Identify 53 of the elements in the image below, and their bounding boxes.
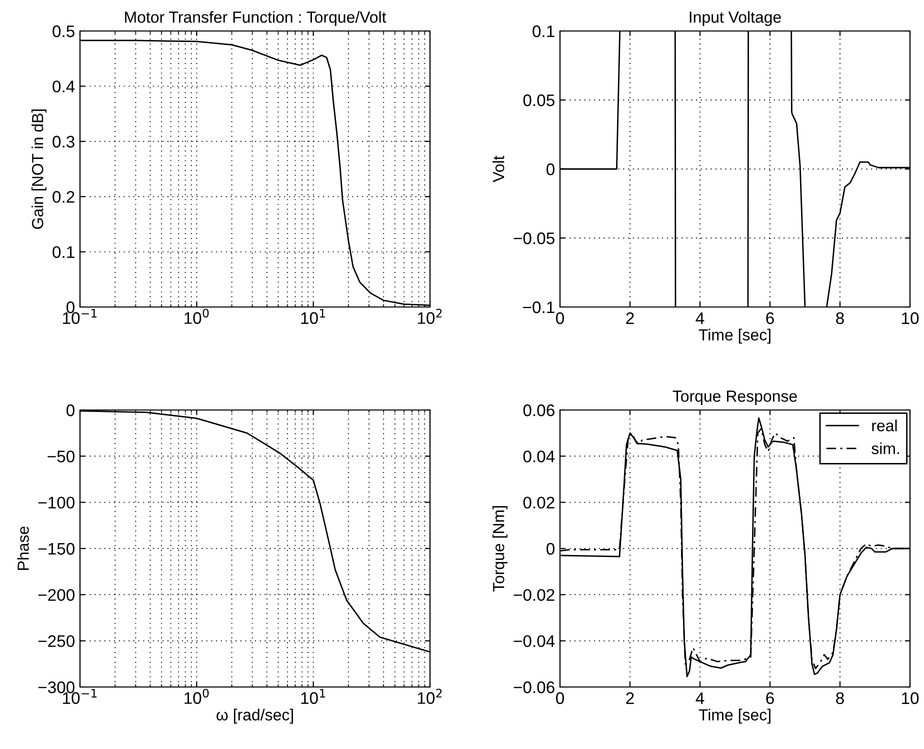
y-tick-label: 0 (546, 163, 554, 176)
x-tick-label: 10$^{1}$ (301, 308, 326, 324)
y-tick-label: 0 (546, 542, 554, 555)
x-tick-label: 4 (696, 692, 704, 704)
y-tick-label: −0.05 (514, 232, 554, 244)
y-tick-label: 0.05 (523, 94, 554, 106)
x-tick-label: 0 (556, 692, 564, 704)
chart-title: Motor Transfer Function : Torque/Volt (125, 11, 386, 26)
x-tick-label: 10$^{0}$ (184, 308, 209, 324)
x-tick-label: 10 (902, 692, 919, 704)
x-tick-label: 8 (836, 312, 844, 324)
legend-label: sim. (872, 442, 899, 454)
y-tick-label: 0.5 (52, 25, 74, 38)
chart-title: Input Voltage (690, 11, 781, 26)
y-axis-title: Gain [NOT in dB] (32, 109, 46, 229)
y-tick-label: −0.06 (514, 681, 554, 694)
x-axis-title: Time [sec] (698, 708, 770, 724)
x-tick-label: 2 (626, 692, 634, 704)
x-tick-label: 4 (696, 312, 704, 324)
x-tick-label: 6 (766, 692, 774, 704)
y-tick-label: −100 (38, 496, 74, 509)
x-tick-label: 2 (626, 312, 634, 324)
y-tick-label: 0.3 (52, 136, 74, 148)
y-tick-label: 0.04 (523, 450, 555, 462)
y-axis-title: Phase (17, 526, 29, 570)
y-tick-label: 0.02 (523, 496, 554, 509)
y-tick-label: −0.1 (523, 301, 554, 314)
x-tick-label: 10$^{2}$ (418, 688, 442, 704)
legend-label: real (872, 420, 897, 432)
x-tick-label: 10$^{0}$ (184, 688, 209, 704)
x-tick-label: 8 (836, 692, 844, 704)
y-tick-label: −200 (38, 589, 74, 601)
y-tick-label: −0.02 (514, 589, 554, 601)
y-axis-title: Volt (492, 156, 504, 182)
x-axis-title: Time [sec] (698, 328, 770, 344)
x-tick-label: 0 (556, 312, 564, 324)
y-tick-label: 0.4 (52, 80, 75, 92)
y-tick-label: −0.04 (514, 635, 555, 648)
x-axis-title: ω [rad/sec] (216, 708, 293, 724)
chart-title: Torque Response (672, 390, 797, 405)
y-tick-label: −50 (48, 450, 74, 462)
y-tick-label: 0.1 (52, 246, 74, 258)
x-tick-label: 10 (902, 312, 919, 324)
y-tick-label: 0.1 (532, 25, 554, 38)
y-tick-label: 0.2 (52, 191, 74, 203)
y-tick-label: −250 (38, 635, 74, 648)
x-tick-label: 10$^{1}$ (301, 688, 326, 704)
y-tick-label: 0 (66, 404, 74, 416)
y-axis-title: Torque [Nm] (492, 506, 508, 592)
x-tick-label: 6 (766, 312, 774, 324)
y-tick-label: 0.06 (523, 404, 554, 416)
x-tick-label: 10$^{2}$ (418, 308, 442, 324)
y-tick-label: −150 (38, 542, 74, 555)
